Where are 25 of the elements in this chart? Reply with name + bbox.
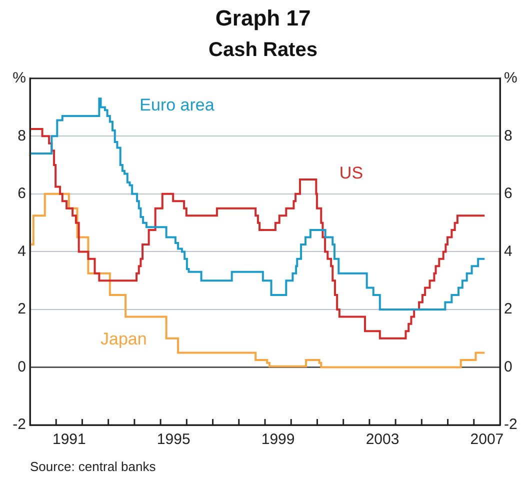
x-tick-label: 1991 xyxy=(52,431,86,448)
x-tick-label: 1995 xyxy=(156,431,190,448)
source-note: Source: central banks xyxy=(30,459,156,474)
y-tick-label: 0 xyxy=(18,358,26,376)
y-tick-label: 4 xyxy=(18,242,26,260)
y2-tick-label: 4 xyxy=(504,242,512,260)
y2-tick-label: % xyxy=(504,70,518,87)
chart-title: Graph 17 xyxy=(215,5,311,30)
x-tick-label: 2007 xyxy=(470,431,504,448)
y-tick-label: 2 xyxy=(18,300,26,318)
y2-tick-label: 8 xyxy=(504,127,512,144)
y-tick-label: 8 xyxy=(18,127,26,144)
x-tick-label: 1999 xyxy=(261,431,295,448)
x-tick-label: 2003 xyxy=(366,431,400,448)
y2-tick-label: -2 xyxy=(504,416,518,434)
y2-tick-label: 6 xyxy=(504,185,512,202)
y-tick-label: 6 xyxy=(18,185,26,202)
series-label: US xyxy=(339,163,364,182)
chart-subtitle: Cash Rates xyxy=(208,38,318,61)
y-tick-label: -2 xyxy=(12,416,26,434)
series-label: Japan xyxy=(100,329,147,348)
y2-tick-label: 0 xyxy=(504,358,512,376)
y-tick-label: % xyxy=(12,70,26,87)
series-label: Euro area xyxy=(140,96,215,115)
y2-tick-label: 2 xyxy=(504,300,512,318)
